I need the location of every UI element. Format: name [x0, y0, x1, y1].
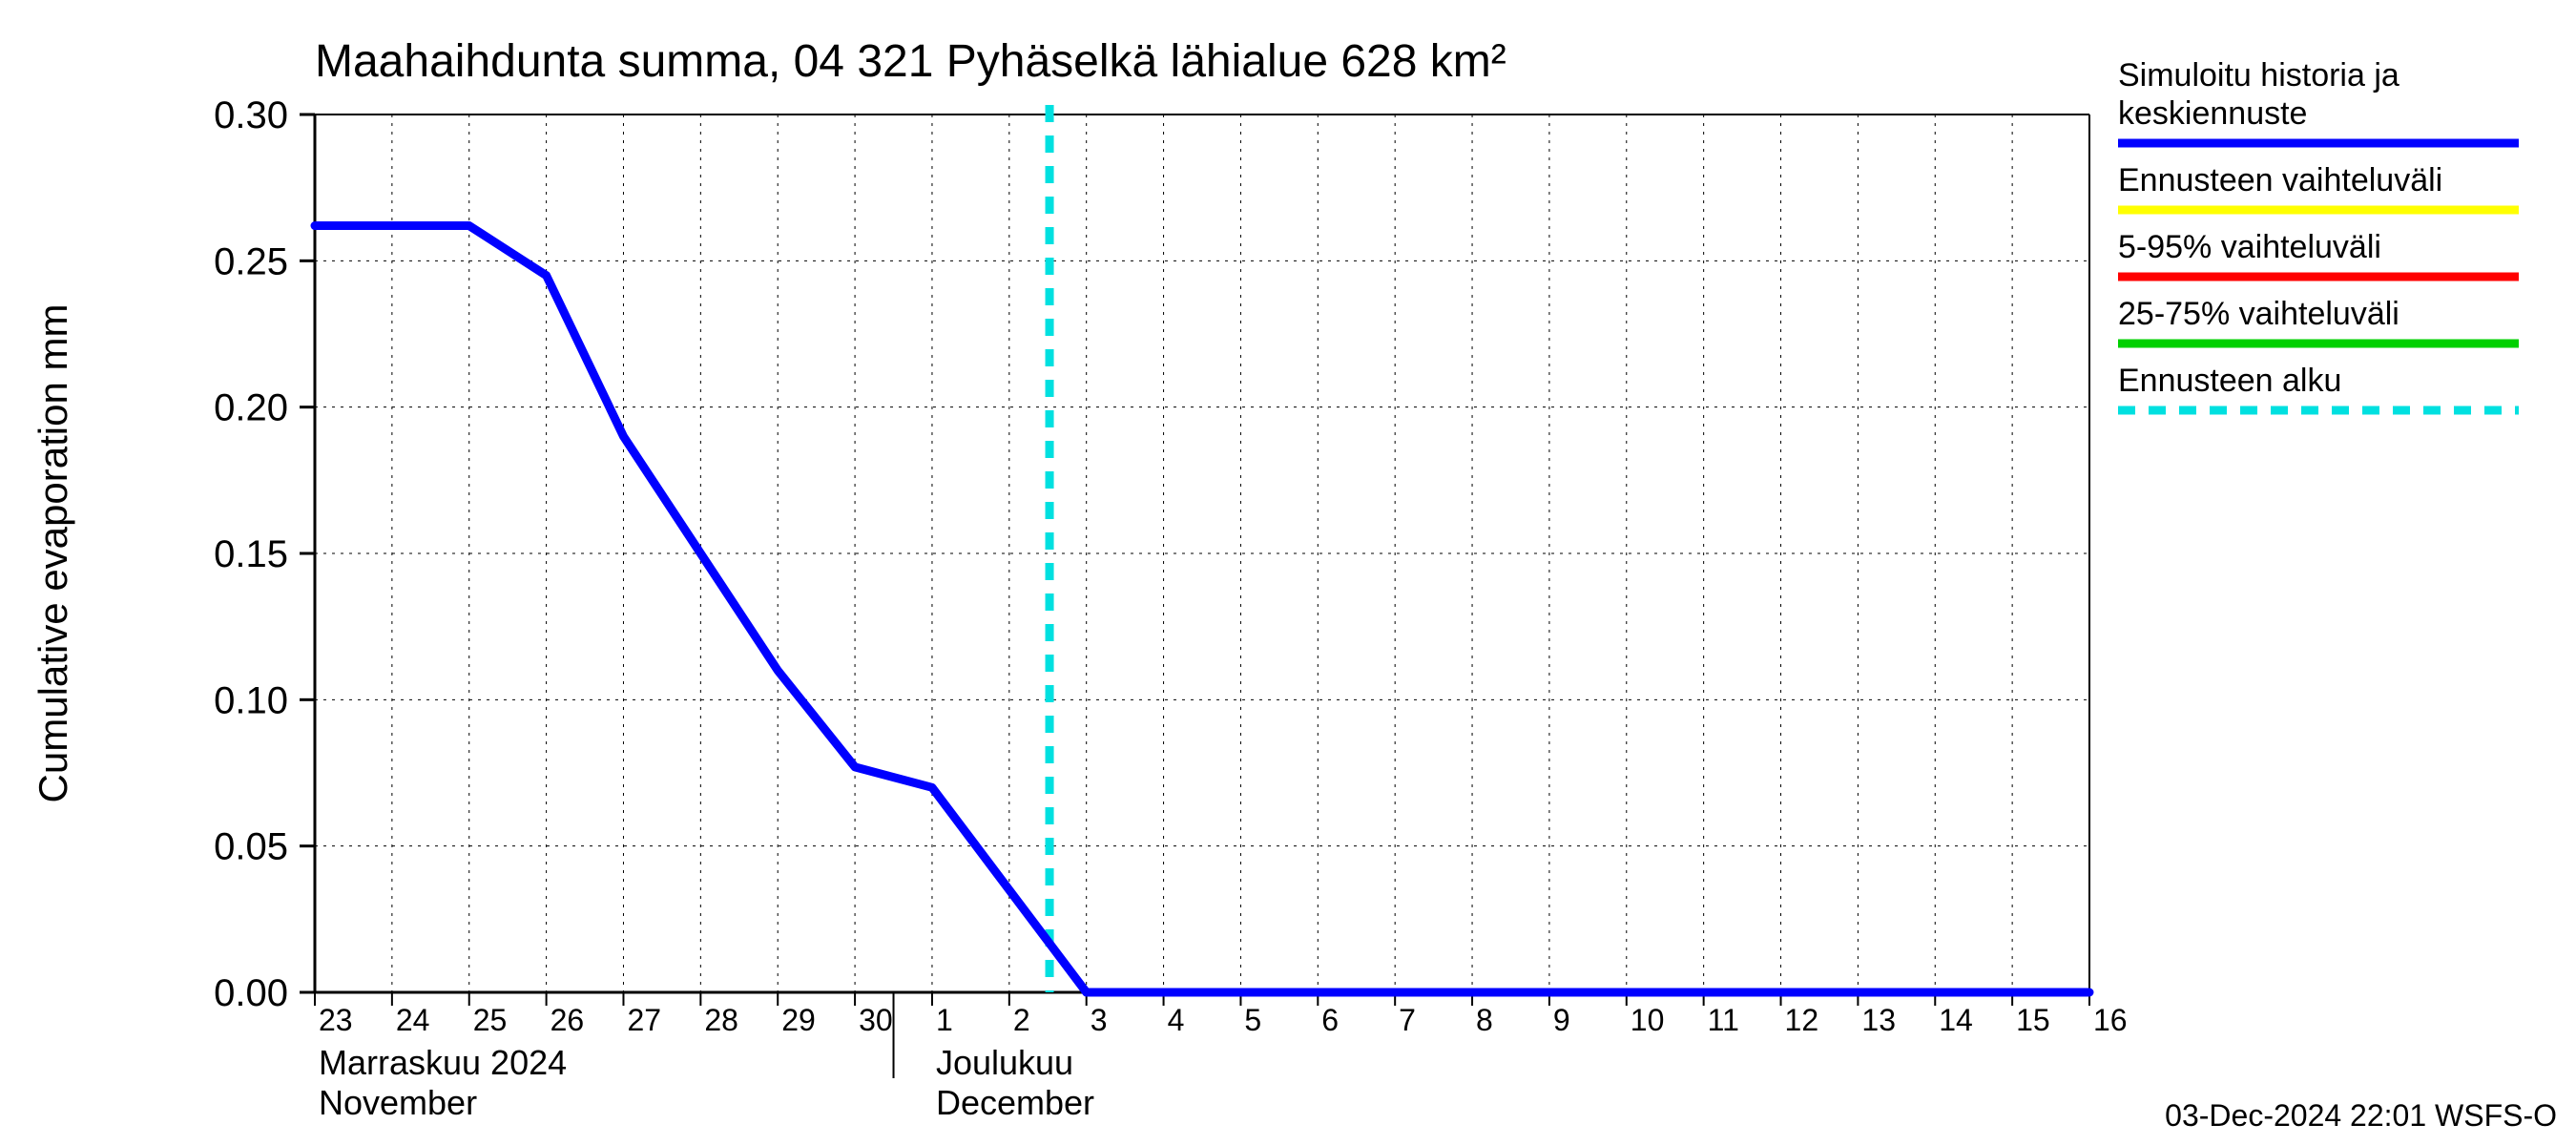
xtick-label: 12	[1785, 1003, 1819, 1037]
footer-timestamp: 03-Dec-2024 22:01 WSFS-O	[2165, 1098, 2557, 1133]
legend-label: Simuloitu historia ja	[2118, 57, 2399, 94]
xtick-label: 1	[936, 1003, 953, 1037]
xtick-label: 4	[1168, 1003, 1185, 1037]
ytick-label: 0.25	[214, 240, 288, 282]
ytick-label: 0.20	[214, 387, 288, 429]
xtick-label: 9	[1553, 1003, 1570, 1037]
legend-label: Ennusteen vaihteluväli	[2118, 162, 2442, 198]
xtick-label: 5	[1244, 1003, 1261, 1037]
xtick-label: 25	[473, 1003, 508, 1037]
xtick-label: 8	[1476, 1003, 1493, 1037]
month-label-1: Marraskuu 2024	[319, 1043, 567, 1082]
xtick-label: 15	[2016, 1003, 2050, 1037]
xtick-label: 7	[1399, 1003, 1416, 1037]
xtick-label: 29	[781, 1003, 816, 1037]
xtick-label: 11	[1708, 1003, 1739, 1037]
ytick-label: 0.15	[214, 533, 288, 575]
xtick-label: 16	[2093, 1003, 2128, 1037]
xtick-label: 2	[1013, 1003, 1030, 1037]
xtick-label: 3	[1091, 1003, 1108, 1037]
ytick-label: 0.05	[214, 826, 288, 868]
xtick-label: 13	[1861, 1003, 1896, 1037]
xtick-label: 23	[319, 1003, 353, 1037]
month-label-2: December	[936, 1083, 1094, 1122]
xtick-label: 27	[627, 1003, 661, 1037]
xtick-label: 10	[1631, 1003, 1665, 1037]
ytick-label: 0.00	[214, 972, 288, 1014]
xtick-label: 28	[704, 1003, 738, 1037]
legend-label: Ennusteen alku	[2118, 363, 2341, 399]
evaporation-chart: 0.000.050.100.150.200.250.30232425262728…	[0, 0, 2576, 1145]
xtick-label: 6	[1321, 1003, 1339, 1037]
xtick-label: 24	[396, 1003, 430, 1037]
y-axis-label: Cumulative evaporation mm	[31, 304, 75, 803]
month-label-1: Joulukuu	[936, 1043, 1073, 1082]
month-label-2: November	[319, 1083, 477, 1122]
legend-label: keskiennuste	[2118, 95, 2307, 132]
xtick-label: 30	[859, 1003, 893, 1037]
ytick-label: 0.30	[214, 94, 288, 136]
legend-label: 25-75% vaihteluväli	[2118, 296, 2399, 332]
legend-label: 5-95% vaihteluväli	[2118, 229, 2381, 265]
ytick-label: 0.10	[214, 679, 288, 721]
xtick-label: 14	[1939, 1003, 1973, 1037]
series-line	[315, 226, 2089, 992]
xtick-label: 26	[551, 1003, 585, 1037]
chart-title: Maahaihdunta summa, 04 321 Pyhäselkä läh…	[315, 36, 1506, 87]
